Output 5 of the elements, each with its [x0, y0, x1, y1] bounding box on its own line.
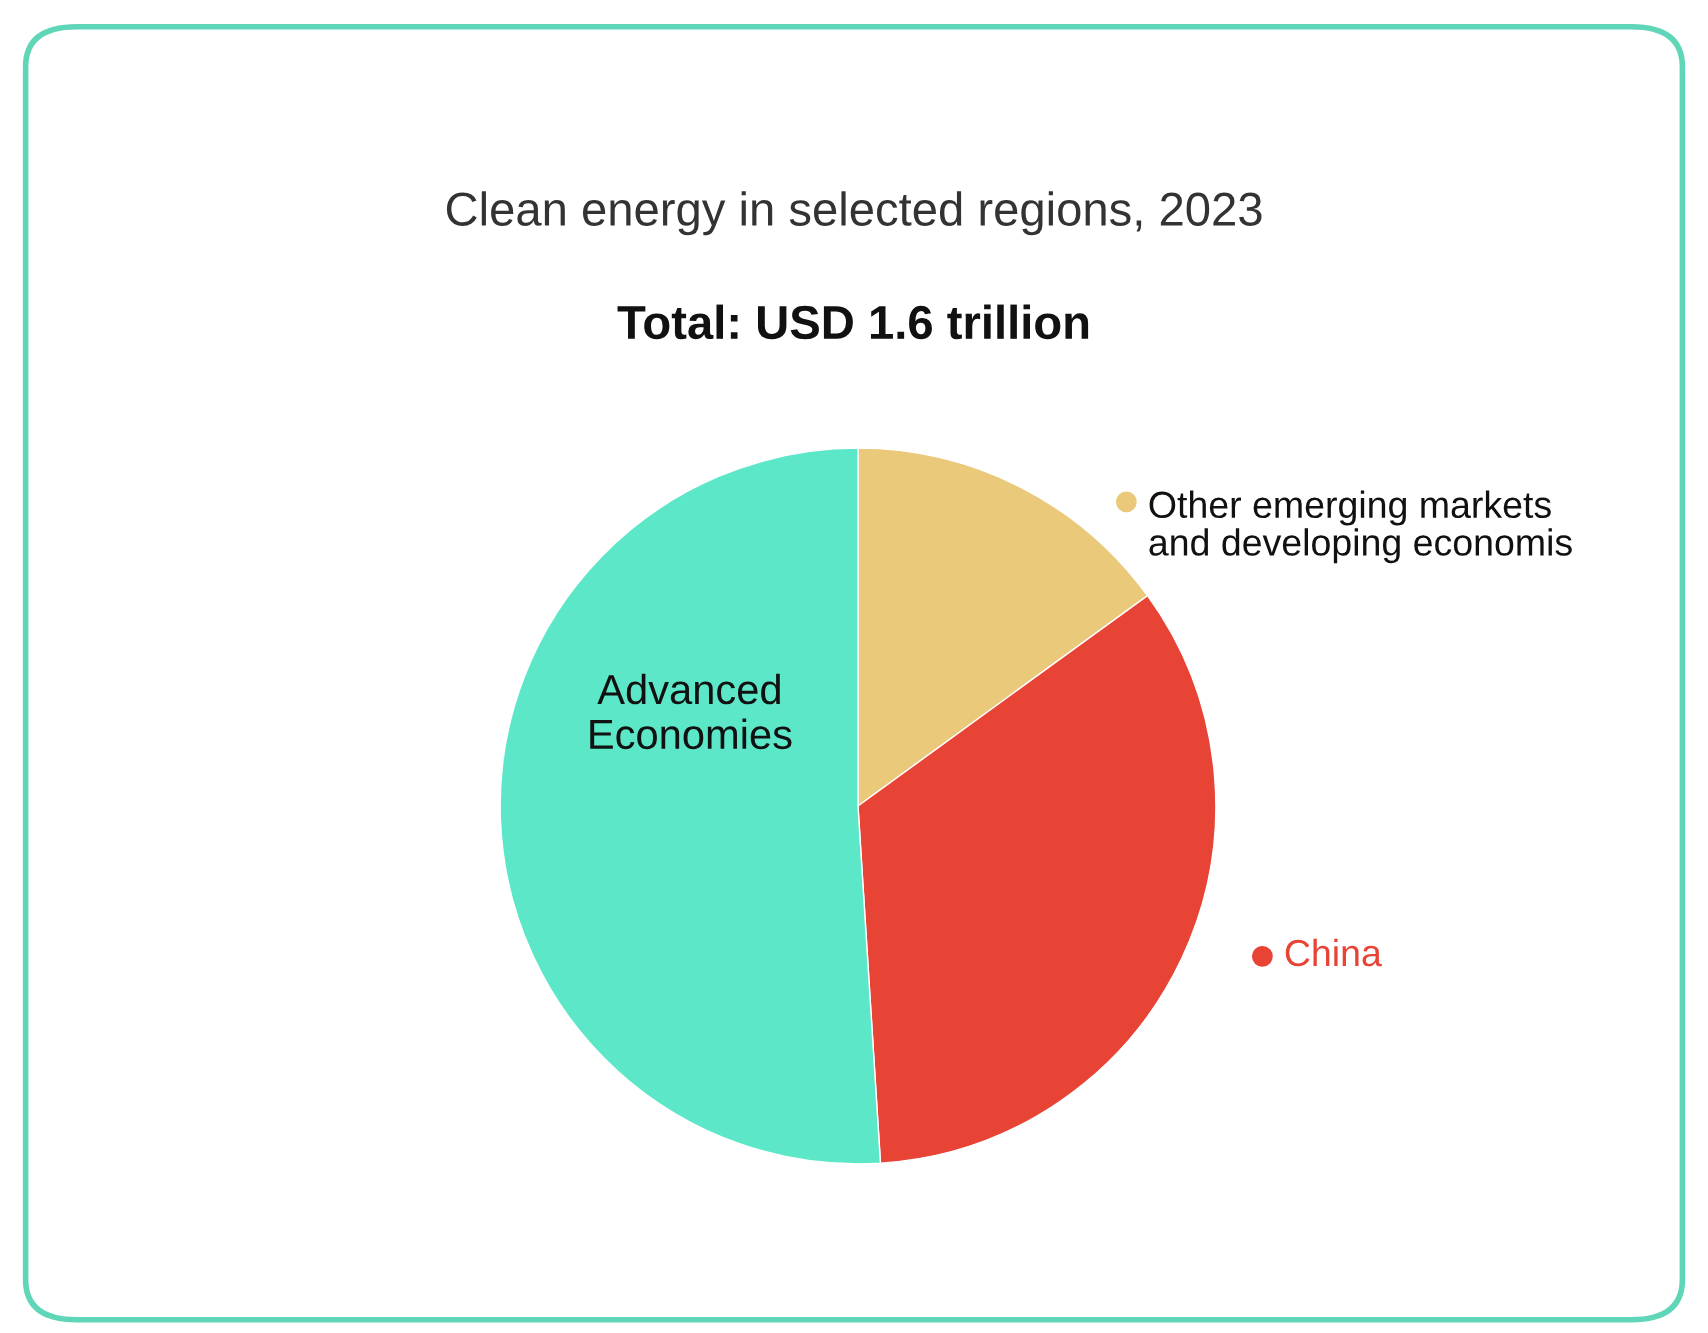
legend-label: Other emerging markets and developing economis	[1149, 490, 1572, 564]
legend-label: China	[1285, 938, 1382, 967]
chart-title: Clean energy in selected regions, 2023	[446, 191, 1262, 236]
chart-subtitle: Total: USD 1.6 trillion	[617, 304, 1089, 340]
slice-label: Advanced Economies	[590, 673, 792, 750]
